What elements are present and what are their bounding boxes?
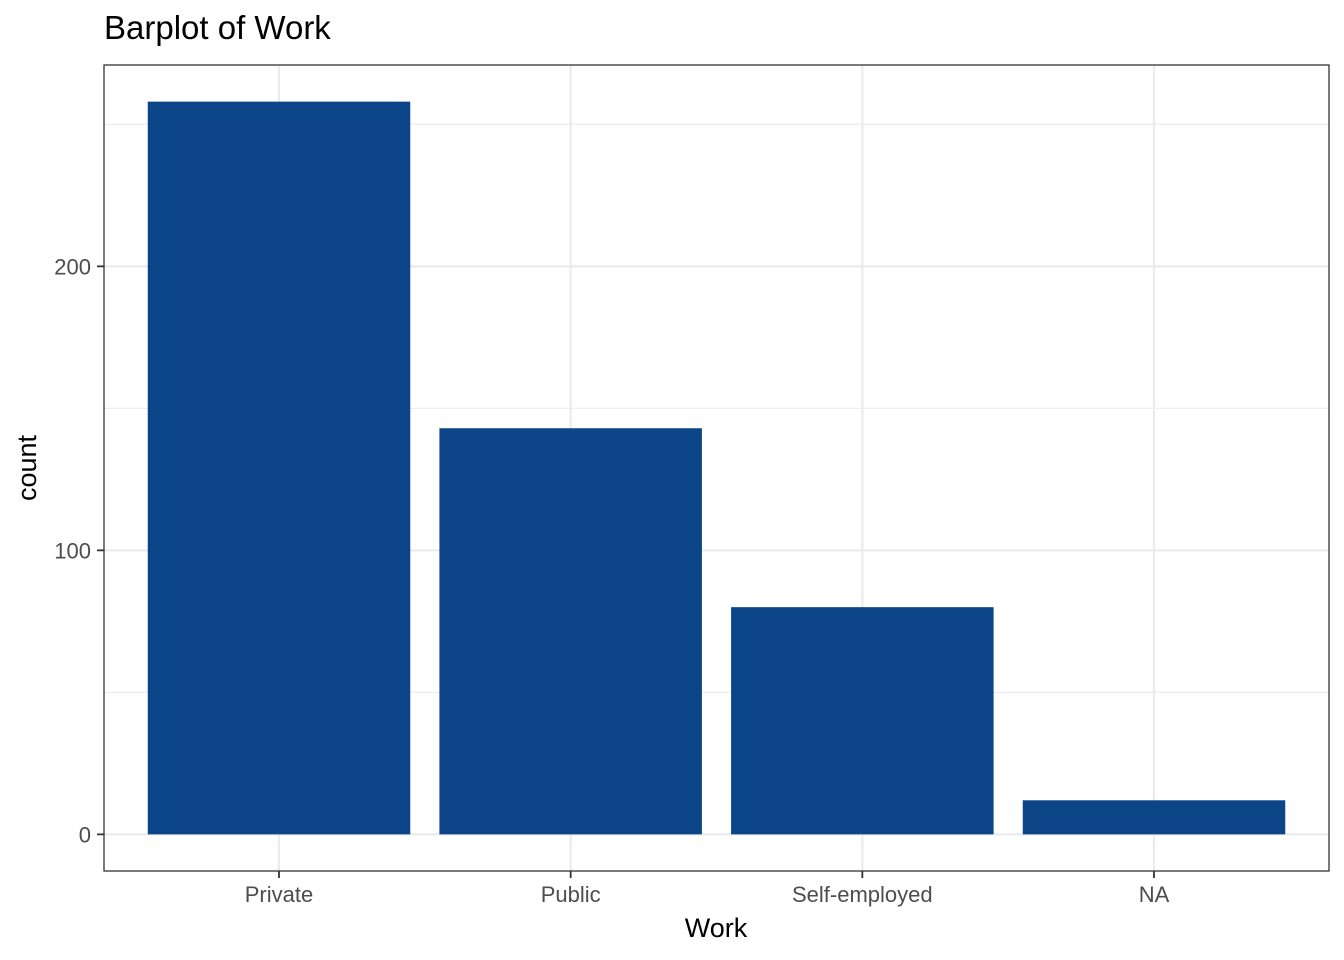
- panel-border: [103, 64, 1330, 872]
- y-tick-label: 200: [54, 254, 91, 279]
- x-tick-label: Private: [245, 882, 313, 907]
- tick-labels-layer: 0 100 200 Private Public Self-employed NA: [54, 254, 1169, 907]
- y-tick-label: 0: [79, 822, 91, 847]
- x-axis-title: Work: [685, 913, 748, 943]
- chart-title: Barplot of Work: [104, 9, 331, 46]
- x-tick-label: NA: [1139, 882, 1170, 907]
- bar-public: [439, 428, 702, 835]
- y-axis-title: count: [12, 434, 42, 501]
- x-tick-label: Self-employed: [792, 882, 933, 907]
- bar-self-employed: [731, 607, 994, 835]
- bar-private: [147, 101, 411, 835]
- bar-na: [1022, 800, 1286, 835]
- ticks-layer: [97, 265, 1155, 878]
- x-tick-label: Public: [541, 882, 601, 907]
- bars-layer: [147, 101, 1286, 835]
- y-tick-label: 100: [54, 538, 91, 563]
